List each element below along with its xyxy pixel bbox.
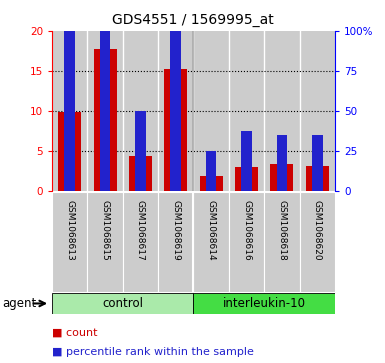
Bar: [52, 31, 87, 191]
Bar: [229, 31, 264, 191]
Bar: [270, 164, 293, 191]
FancyBboxPatch shape: [300, 192, 335, 292]
Bar: [241, 131, 252, 191]
Bar: [235, 167, 258, 191]
Bar: [87, 31, 123, 191]
Bar: [129, 156, 152, 191]
Text: GSM1068613: GSM1068613: [65, 200, 74, 261]
Bar: [193, 31, 229, 191]
Bar: [300, 31, 335, 191]
FancyBboxPatch shape: [52, 293, 193, 314]
Text: GSM1068619: GSM1068619: [171, 200, 180, 261]
FancyBboxPatch shape: [229, 192, 264, 292]
Bar: [135, 111, 146, 191]
Text: GSM1068616: GSM1068616: [242, 200, 251, 261]
Bar: [123, 31, 158, 191]
Bar: [58, 112, 81, 191]
Text: ■ percentile rank within the sample: ■ percentile rank within the sample: [52, 347, 254, 357]
FancyBboxPatch shape: [193, 192, 229, 292]
Bar: [264, 31, 300, 191]
Text: GSM1068620: GSM1068620: [313, 200, 322, 261]
Text: agent: agent: [2, 297, 36, 310]
Bar: [100, 0, 110, 191]
Bar: [312, 135, 323, 191]
Bar: [200, 176, 223, 191]
Bar: [164, 69, 187, 191]
Text: GDS4551 / 1569995_at: GDS4551 / 1569995_at: [112, 13, 273, 27]
Bar: [94, 49, 117, 191]
Bar: [306, 166, 329, 191]
Bar: [276, 135, 287, 191]
FancyBboxPatch shape: [87, 192, 123, 292]
FancyBboxPatch shape: [52, 192, 87, 292]
Bar: [171, 0, 181, 191]
Text: ■ count: ■ count: [52, 327, 97, 337]
Text: control: control: [102, 297, 143, 310]
Text: GSM1068617: GSM1068617: [136, 200, 145, 261]
FancyBboxPatch shape: [123, 192, 158, 292]
Bar: [64, 19, 75, 191]
Text: GSM1068614: GSM1068614: [207, 200, 216, 261]
Bar: [158, 31, 193, 191]
FancyBboxPatch shape: [193, 293, 335, 314]
FancyBboxPatch shape: [264, 192, 300, 292]
FancyBboxPatch shape: [158, 192, 193, 292]
Text: GSM1068615: GSM1068615: [100, 200, 110, 261]
Text: GSM1068618: GSM1068618: [277, 200, 286, 261]
Text: interleukin-10: interleukin-10: [223, 297, 306, 310]
Bar: [206, 151, 216, 191]
